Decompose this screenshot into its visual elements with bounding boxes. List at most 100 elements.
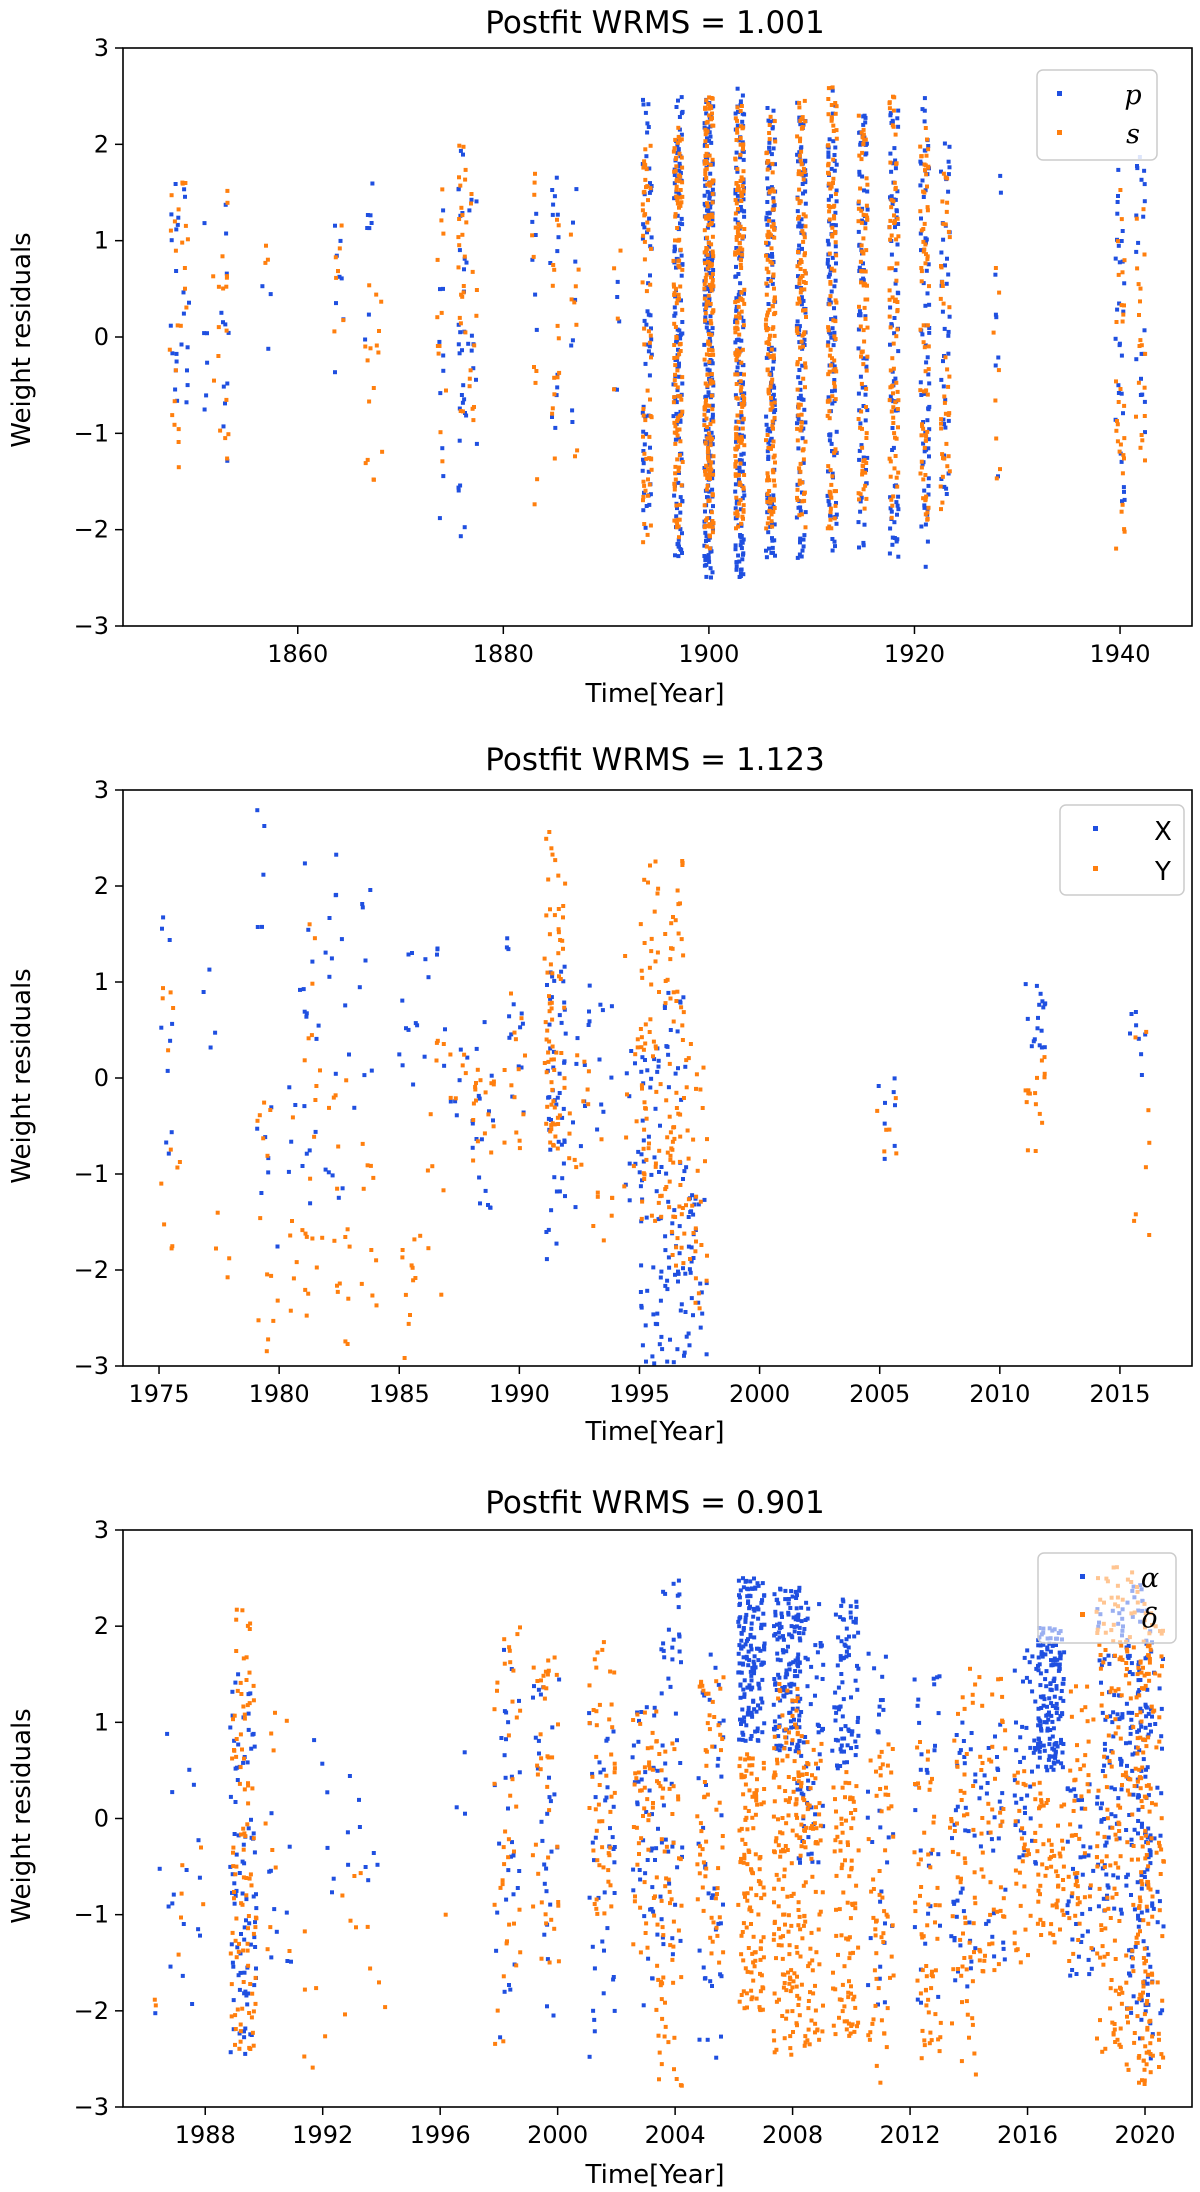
- data-point: [782, 1685, 787, 1689]
- data-point: [798, 428, 803, 433]
- data-point: [672, 420, 677, 425]
- y-tick-label: −1: [74, 1160, 109, 1188]
- data-point: [921, 420, 926, 424]
- data-point: [175, 398, 180, 403]
- data-point: [955, 1804, 960, 1809]
- data-point: [924, 494, 929, 499]
- data-point: [927, 284, 931, 289]
- data-point: [608, 1826, 612, 1831]
- data-point: [952, 1938, 957, 1943]
- data-point: [360, 905, 365, 910]
- data-point: [707, 359, 712, 364]
- data-point: [861, 543, 866, 548]
- data-point: [958, 1890, 963, 1895]
- data-point: [1026, 1091, 1031, 1096]
- data-point: [760, 1677, 765, 1682]
- data-point: [820, 1677, 825, 1681]
- data-point: [925, 355, 930, 360]
- data-point: [1136, 1819, 1141, 1823]
- data-point: [770, 252, 774, 256]
- data-point: [764, 555, 769, 560]
- data-point: [1117, 260, 1122, 265]
- data-point: [719, 2034, 723, 2039]
- data-point: [924, 438, 928, 443]
- data-point: [923, 369, 928, 374]
- data-point: [232, 1738, 237, 1743]
- data-point: [1031, 1750, 1036, 1755]
- data-point: [829, 116, 834, 121]
- data-point: [556, 951, 561, 956]
- data-point: [298, 987, 302, 992]
- data-point: [1105, 1883, 1110, 1888]
- data-point: [767, 489, 772, 493]
- data-point: [1134, 216, 1139, 221]
- data-point: [795, 209, 800, 214]
- data-point: [798, 393, 803, 398]
- data-point: [668, 1153, 673, 1158]
- data-point: [767, 190, 772, 195]
- data-point: [1114, 379, 1118, 384]
- data-point: [676, 263, 681, 268]
- data-point: [409, 1263, 414, 1268]
- data-point: [662, 1006, 667, 1010]
- data-point: [337, 274, 342, 279]
- data-point: [633, 1052, 638, 1057]
- data-point: [799, 162, 804, 167]
- data-point: [1087, 1972, 1092, 1977]
- data-point: [400, 1255, 405, 1260]
- data-point: [680, 375, 685, 380]
- data-point: [765, 106, 770, 110]
- data-point: [462, 256, 467, 261]
- data-point: [762, 1593, 767, 1598]
- data-point: [734, 138, 739, 142]
- data-point: [1088, 1907, 1093, 1912]
- data-point: [738, 1695, 743, 1700]
- data-point: [1049, 1658, 1053, 1663]
- data-point: [679, 397, 684, 402]
- data-point: [161, 986, 165, 991]
- data-point: [740, 404, 745, 409]
- data-point: [662, 1003, 667, 1008]
- data-point: [734, 246, 739, 250]
- data-point: [703, 172, 708, 176]
- data-point: [506, 1806, 510, 1811]
- data-point: [960, 1886, 965, 1891]
- data-point: [639, 1263, 644, 1268]
- data-point: [1120, 499, 1124, 504]
- data-point: [1115, 211, 1120, 216]
- data-point: [264, 243, 268, 248]
- data-point: [803, 159, 807, 164]
- data-point: [661, 1641, 666, 1646]
- data-point: [656, 1826, 660, 1831]
- data-point: [828, 294, 833, 299]
- data-point: [862, 188, 866, 193]
- data-point: [679, 253, 684, 258]
- data-point: [1138, 338, 1143, 343]
- data-point: [314, 1036, 319, 1041]
- data-point: [645, 230, 649, 235]
- data-point: [710, 187, 715, 192]
- data-point: [776, 1734, 781, 1739]
- data-point: [708, 438, 713, 443]
- data-point: [476, 1093, 481, 1098]
- data-point: [710, 234, 715, 239]
- data-point: [643, 525, 648, 530]
- data-point: [1028, 1745, 1033, 1750]
- data-point: [370, 1293, 375, 1298]
- data-point: [749, 1647, 754, 1652]
- data-point: [798, 537, 803, 542]
- data-point: [710, 1984, 714, 1988]
- data-point: [826, 143, 831, 148]
- data-point: [866, 1983, 871, 1988]
- data-point: [736, 337, 741, 342]
- data-point: [673, 137, 678, 142]
- data-point: [1144, 1705, 1149, 1710]
- data-point: [889, 205, 894, 210]
- data-point: [703, 1159, 707, 1164]
- data-point: [912, 1925, 917, 1930]
- data-point: [647, 965, 652, 970]
- data-point: [641, 1146, 646, 1151]
- data-point: [514, 1130, 519, 1135]
- data-point: [793, 1658, 798, 1663]
- data-point: [434, 1040, 439, 1045]
